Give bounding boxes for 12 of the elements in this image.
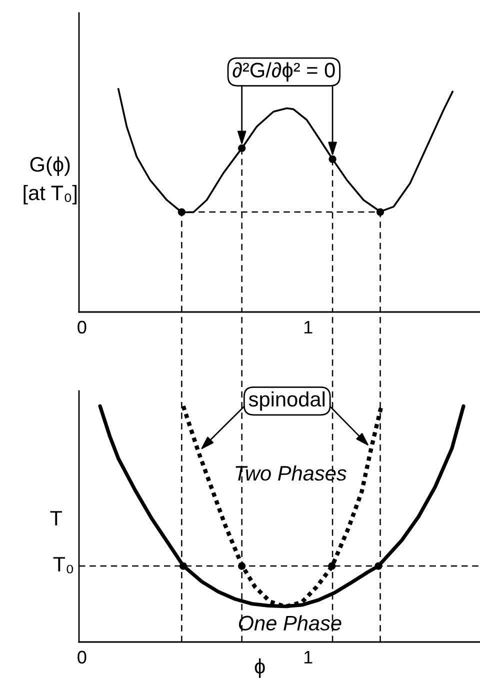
annotation: Two Phases: [236, 465, 346, 481]
text: ∂²G/∂ϕ² = 0: [232, 62, 335, 82]
annotation: One Phase: [238, 615, 342, 631]
x-tick-label: 0: [78, 650, 86, 664]
x-axis-title: ϕ: [254, 658, 265, 678]
y-axis-title: G(ϕ) [at T₀]: [24, 156, 77, 204]
x-tick-label: 0: [78, 320, 86, 334]
annotation: spinodal: [248, 391, 325, 411]
x-tick-label: 1: [304, 650, 312, 664]
y-axis-title: T: [50, 511, 62, 526]
ref-line-label: T₀: [53, 557, 74, 574]
x-tick-label: 1: [304, 320, 312, 334]
